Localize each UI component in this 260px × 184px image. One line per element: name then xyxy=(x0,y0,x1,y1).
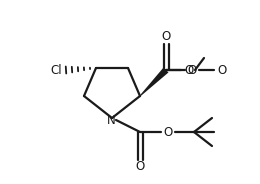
Polygon shape xyxy=(140,68,168,96)
Text: O: O xyxy=(187,63,197,77)
Text: O: O xyxy=(217,63,226,77)
Text: O: O xyxy=(161,31,171,43)
Text: O: O xyxy=(135,160,145,174)
Text: N: N xyxy=(107,114,115,127)
Text: O: O xyxy=(184,63,194,77)
Text: O: O xyxy=(163,125,173,139)
Text: Cl: Cl xyxy=(50,63,62,77)
